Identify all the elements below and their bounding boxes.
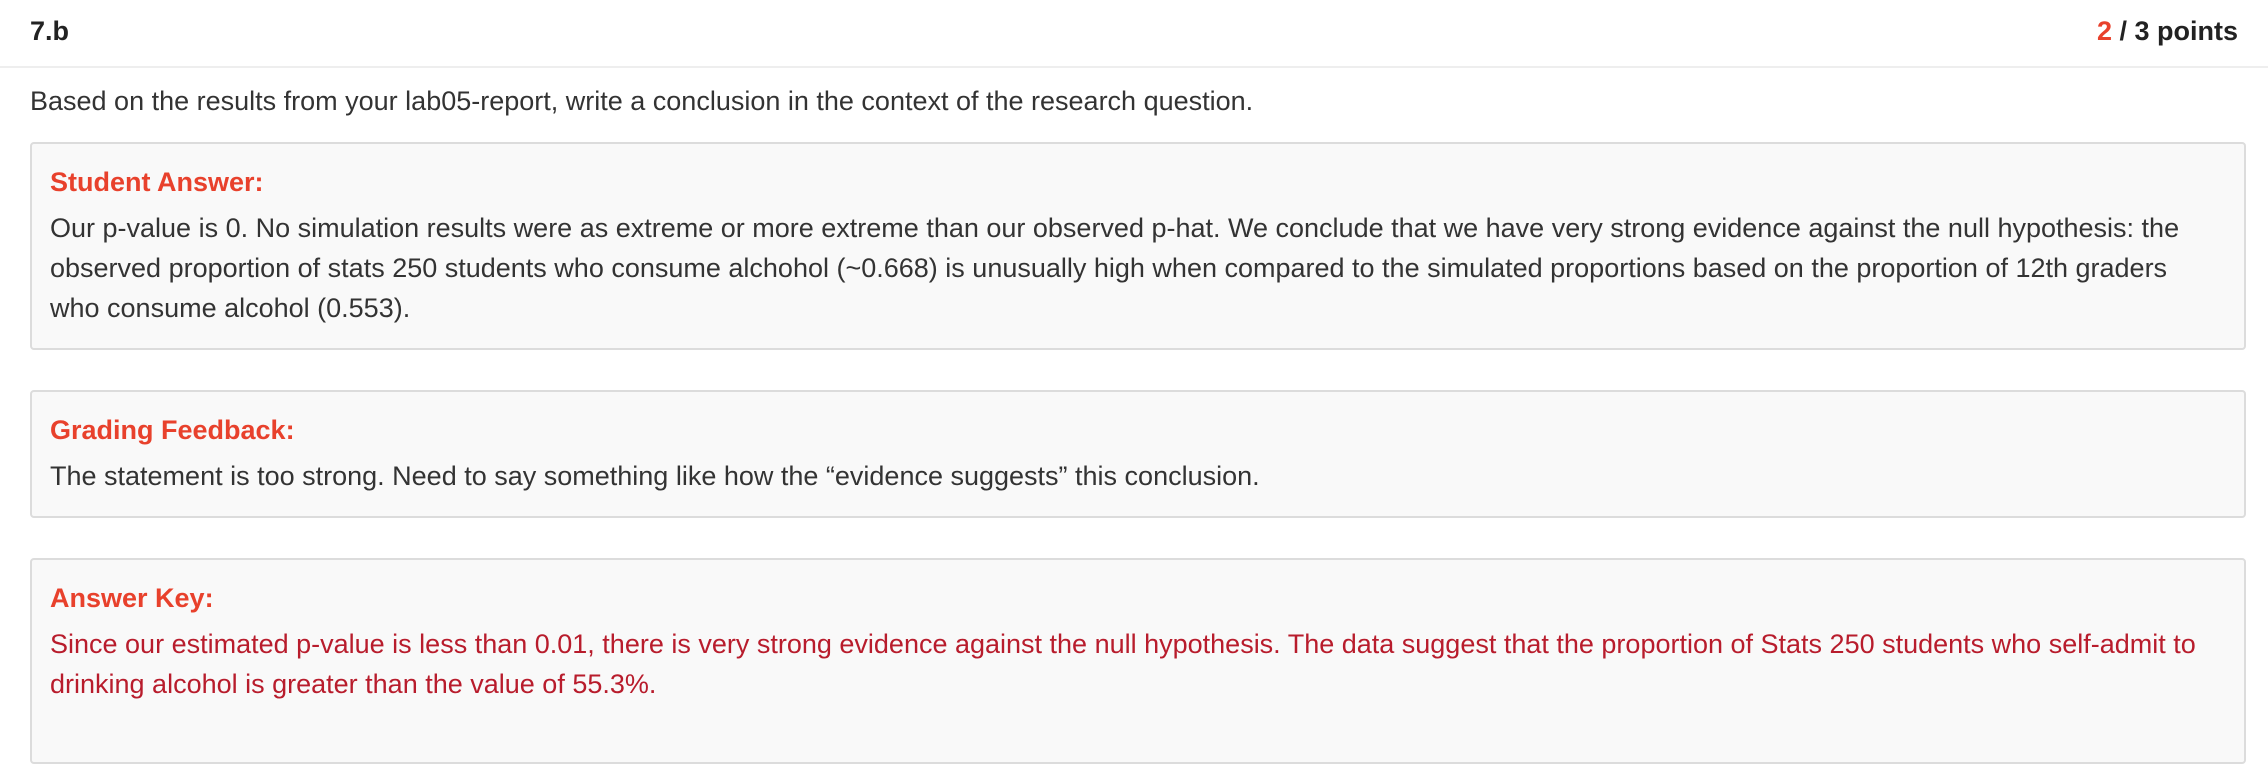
points-total: / 3 points [2111,16,2238,46]
student-answer-title: Student Answer: [50,167,264,197]
student-answer-text: Our p-value is 0. No simulation results … [50,213,2180,323]
question-prompt: Based on the results from your lab05-rep… [30,86,1254,116]
answer-key-text: Since our estimated p-value is less than… [50,629,2196,699]
answer-key-title: Answer Key: [50,583,214,613]
grading-feedback-title: Grading Feedback: [50,415,295,445]
student-answer-panel: Student Answer: Our p-value is 0. No sim… [30,142,2246,350]
points-earned: 2 [2096,16,2112,46]
points-display: 2 / 3 points [2097,16,2238,47]
grading-feedback-panel: Grading Feedback: The statement is too s… [30,390,2246,518]
grading-feedback-text: The statement is too strong. Need to say… [50,461,1260,491]
question-header: 7.b 2 / 3 points [0,0,2268,68]
answer-key-panel: Answer Key: Since our estimated p-value … [30,558,2246,764]
question-number: 7.b [30,16,70,46]
